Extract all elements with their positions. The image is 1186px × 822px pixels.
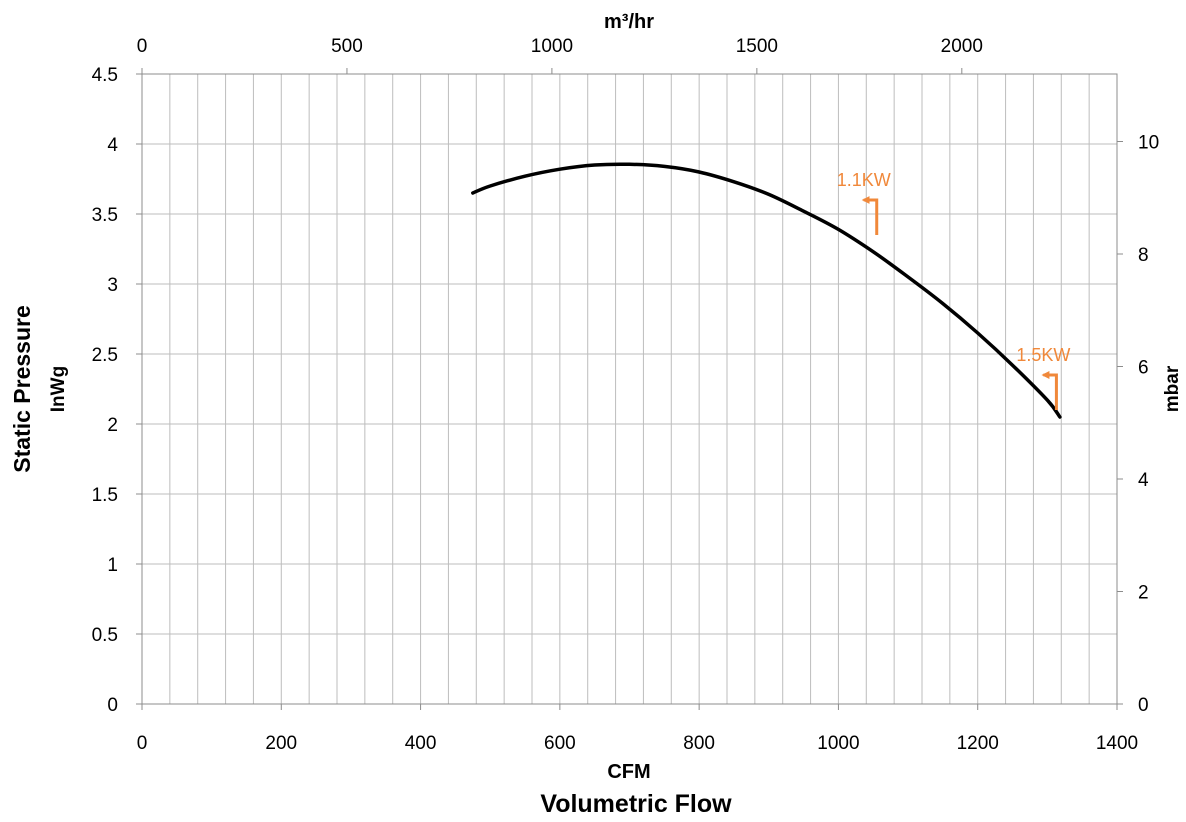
y-tick-label: 1.5 <box>92 485 118 506</box>
y-tick-label: 0 <box>107 695 118 716</box>
axis-ticks <box>136 68 1123 710</box>
x-tick-label: 600 <box>544 733 576 754</box>
y2-tick-label: 4 <box>1138 470 1149 491</box>
x2-tick-label: 500 <box>331 36 363 57</box>
annotation-label: 1.1KW <box>837 170 891 190</box>
y-tick-label: 4.5 <box>92 65 118 86</box>
x2-tick-label: 0 <box>137 36 148 57</box>
plot-area <box>141 73 1118 705</box>
x-tick-label: 0 <box>137 733 148 754</box>
y-axis-unit: InWg <box>48 366 69 412</box>
x-axis-group-title: Volumetric Flow <box>540 790 732 818</box>
annotation-label: 1.5KW <box>1016 345 1070 365</box>
y2-tick-label: 0 <box>1138 695 1149 716</box>
power-annotations: 1.1KW 1.5KW <box>837 170 1070 410</box>
tick-labels: 0 200 400 600 800 1000 1200 140000.511.522.533.… <box>92 36 1160 754</box>
y-tick-label: 3.5 <box>92 205 118 226</box>
x2-tick-label: 1500 <box>736 36 778 57</box>
y-tick-label: 2 <box>107 415 118 436</box>
x-tick-label: 200 <box>265 733 297 754</box>
y-tick-label: 3 <box>107 275 118 296</box>
x2-tick-label: 1000 <box>531 36 573 57</box>
y-tick-label: 0.5 <box>92 625 118 646</box>
y-axis-title: Static Pressure <box>9 305 35 472</box>
x2-axis-title: m³/hr <box>604 11 654 33</box>
y-tick-label: 2.5 <box>92 345 118 366</box>
x-tick-label: 1000 <box>817 733 859 754</box>
annotation-arrow <box>1041 371 1058 410</box>
x-tick-label: 1200 <box>957 733 999 754</box>
x-tick-label: 400 <box>405 733 437 754</box>
x-tick-label: 800 <box>683 733 715 754</box>
y2-tick-label: 8 <box>1138 245 1149 266</box>
y-tick-label: 1 <box>107 555 118 576</box>
y-tick-label: 4 <box>107 135 118 156</box>
x2-tick-label: 2000 <box>941 36 983 57</box>
annotation-arrow <box>861 196 879 235</box>
y2-tick-label: 6 <box>1138 358 1149 379</box>
y2-tick-label: 10 <box>1138 133 1159 154</box>
grid <box>142 74 1117 704</box>
y2-axis-title: mbar <box>1162 365 1183 412</box>
x-axis-title: CFM <box>607 761 650 783</box>
x-tick-label: 1400 <box>1096 733 1138 754</box>
fan-curve-line <box>471 162 1062 419</box>
y2-tick-label: 2 <box>1138 583 1149 604</box>
